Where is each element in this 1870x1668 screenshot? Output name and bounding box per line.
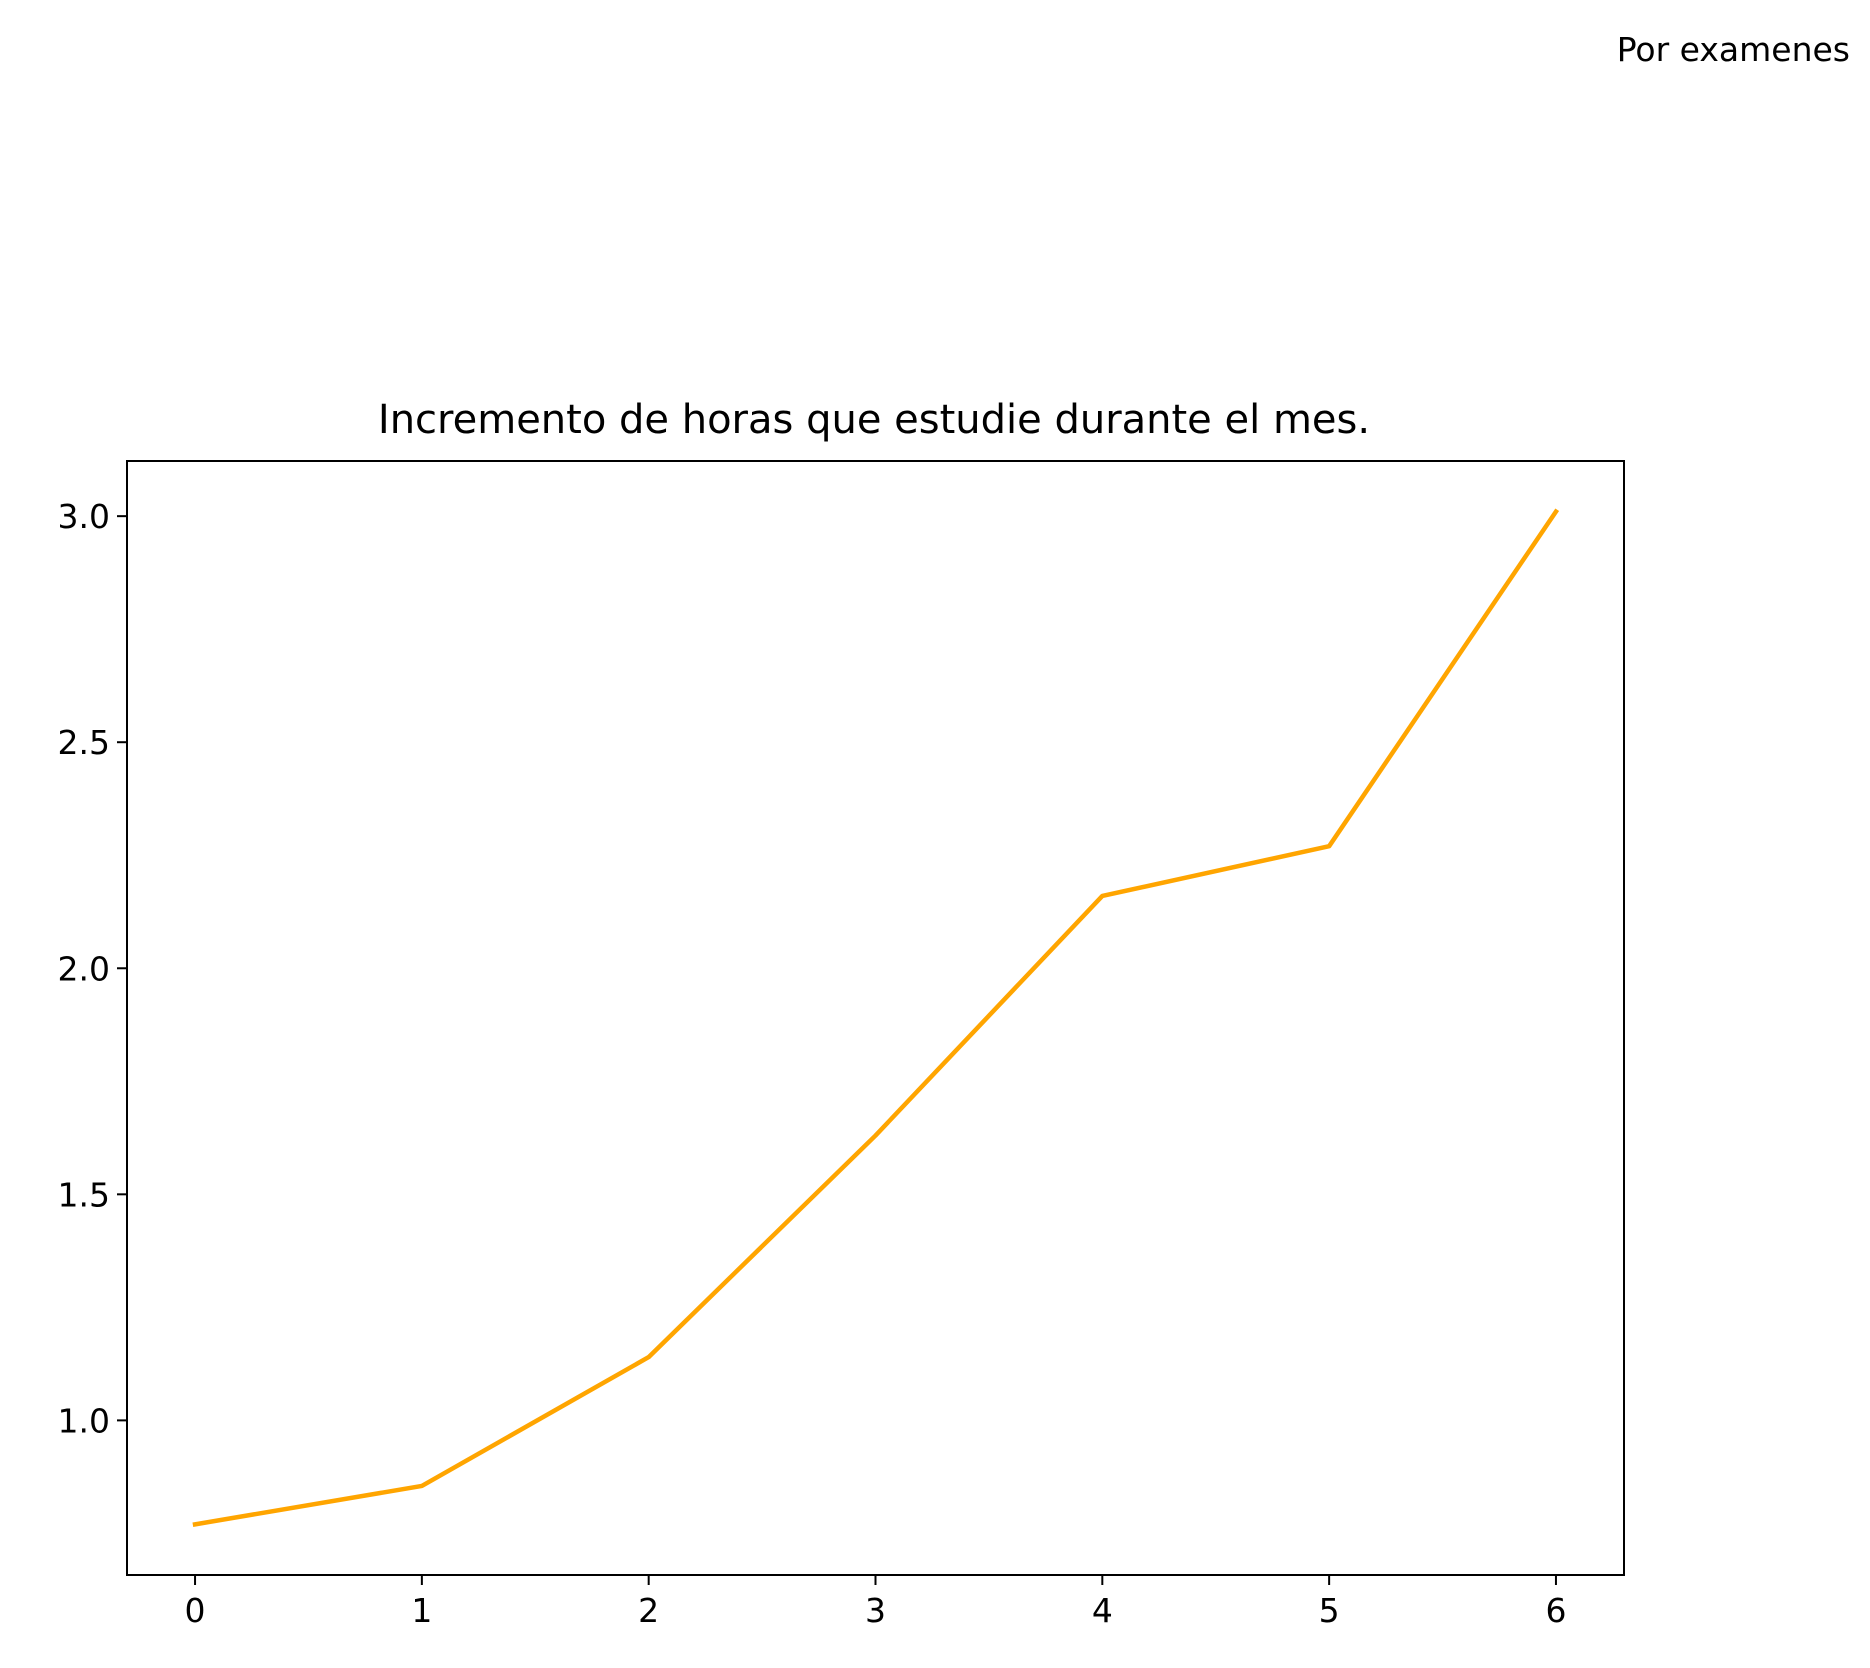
chart-annotation: Por examenes: [1617, 30, 1850, 69]
y-axis: 1.0 1.5 2.0 2.5 3.0: [58, 497, 127, 1440]
y-tick-label: 3.0: [58, 497, 110, 536]
x-tick-label: 3: [865, 1591, 886, 1630]
x-tick-label: 2: [638, 1591, 659, 1630]
x-tick-label: 6: [1545, 1591, 1566, 1630]
x-tick-label: 0: [185, 1591, 206, 1630]
plot-area: [126, 460, 1625, 1576]
series-line-0: [192, 508, 1560, 1527]
x-tick-label: 1: [411, 1591, 432, 1630]
y-tick-label: 2.5: [58, 723, 110, 762]
chart-title: Incremento de horas que estudie durante …: [378, 397, 1370, 443]
x-tick-label: 4: [1092, 1591, 1113, 1630]
y-tick-label: 1.0: [58, 1401, 110, 1440]
x-axis: 0 1 2 3 4 5 6: [185, 1575, 1566, 1630]
series-layer: [192, 508, 1560, 1527]
x-tick-label: 5: [1319, 1591, 1340, 1630]
plot-frame: [126, 460, 1625, 1576]
y-tick-label: 1.5: [58, 1175, 110, 1214]
y-tick-label: 2.0: [58, 949, 110, 988]
